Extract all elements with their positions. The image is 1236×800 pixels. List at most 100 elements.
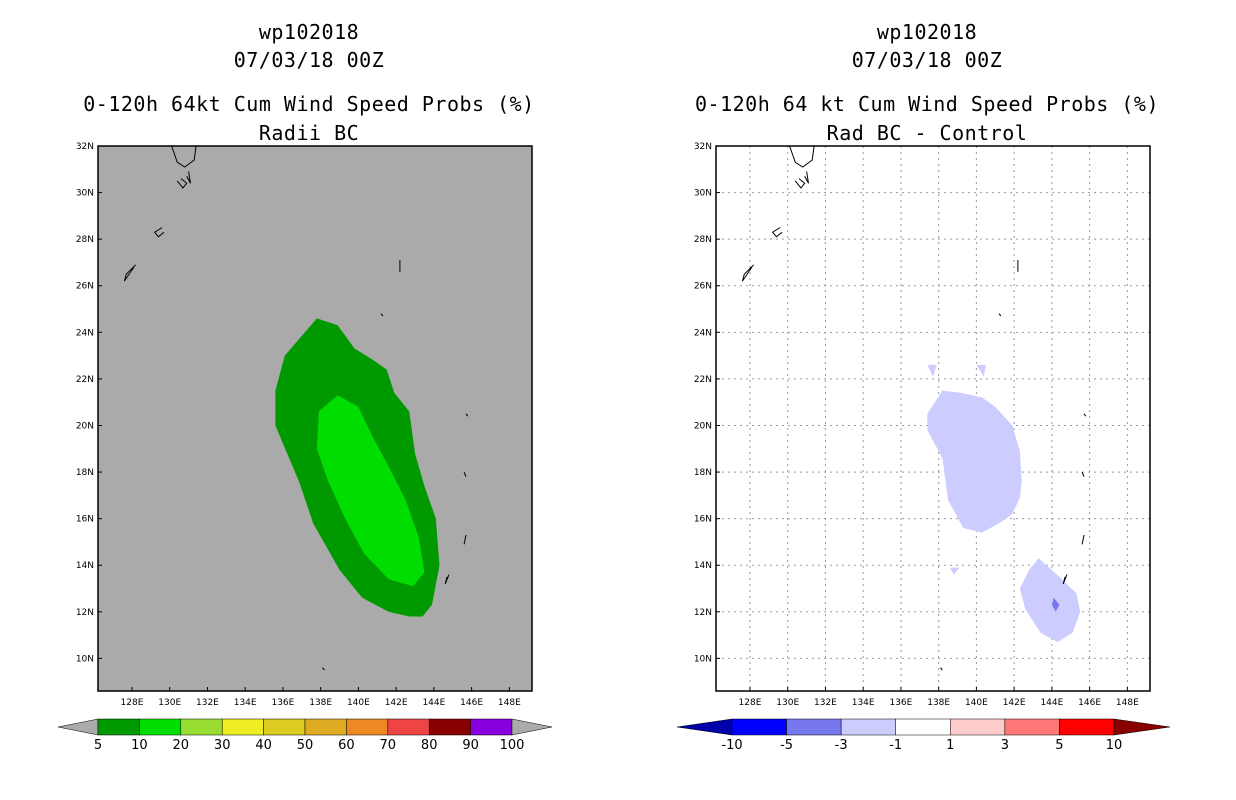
lon-tick-label: 140E (347, 698, 370, 708)
coastline (1081, 534, 1085, 545)
coastline (1083, 413, 1087, 417)
map-frame (715, 145, 1151, 692)
lat-tick-label: 30N (694, 189, 712, 199)
colorbar-arrow-right (1113, 718, 1171, 736)
coastline (322, 667, 325, 671)
colorbar-arrow-left (676, 718, 733, 736)
lon-tick-label: 136E (889, 698, 912, 708)
lat-tick-label: 22N (76, 375, 94, 385)
lon-tick-label: 130E (158, 698, 181, 708)
colorbar-label: 90 (462, 738, 479, 753)
colorbar-swatch (346, 718, 389, 736)
coastline (741, 264, 755, 282)
colorbar-swatch (221, 718, 264, 736)
colorbar-label: 1 (946, 738, 954, 753)
colorbar-arrow-left (57, 718, 99, 736)
colorbar-label: 5 (94, 738, 102, 753)
lat-tick-label: 30N (76, 189, 94, 199)
colorbar-swatch (470, 718, 513, 736)
colorbar-label: 100 (500, 738, 525, 753)
forecast-date: 07/03/18 00Z (851, 48, 1003, 72)
chart-subtitle: Radii BC (258, 121, 360, 145)
lat-tick-label: 18N (76, 468, 94, 478)
lat-tick-label: 26N (694, 282, 712, 292)
chart-title: 0-120h 64kt Cum Wind Speed Probs (%) (83, 92, 535, 116)
contour--3to-1 (927, 364, 937, 377)
lon-tick-label: 138E (927, 698, 950, 708)
lat-tick-label: 12N (76, 608, 94, 618)
coastline (380, 313, 384, 317)
coastline (171, 145, 197, 168)
lat-tick-label: 14N (694, 561, 712, 571)
coastline (771, 227, 783, 238)
colorbar-swatch (263, 718, 306, 736)
lat-tick-label: 24N (76, 328, 94, 338)
contour--3to-1 (927, 390, 1022, 533)
forecast-date: 07/03/18 00Z (233, 48, 385, 72)
lon-tick-label: 146E (460, 698, 483, 708)
colorbar-label: 10 (1106, 738, 1123, 753)
colorbar-swatch (428, 718, 471, 736)
lon-tick-label: 134E (852, 698, 875, 708)
coastline (789, 145, 815, 168)
lat-tick-label: 10N (694, 654, 712, 664)
colorbar-label: -5 (780, 738, 793, 753)
lon-tick-label: 132E (196, 698, 219, 708)
coastline (153, 227, 165, 238)
contour--5to-3 (1051, 597, 1060, 612)
lon-tick-label: 148E (1116, 698, 1139, 708)
lon-tick-label: 130E (776, 698, 799, 708)
lat-tick-label: 16N (76, 515, 94, 525)
lat-tick-label: 14N (76, 561, 94, 571)
map-plot-right: 128E 130E 132E 134E 136E 138E 140E 142E 144E 146E… (676, 142, 1171, 753)
colorbar-swatch (180, 718, 223, 736)
colorbar-arrow-right (511, 718, 553, 736)
coastline (940, 667, 943, 671)
lat-tick-label: 12N (694, 608, 712, 618)
storm-id: wp102018 (876, 20, 978, 44)
storm-id: wp102018 (258, 20, 360, 44)
coastline (1062, 574, 1068, 585)
colorbar-label: 30 (214, 738, 231, 753)
coastline (176, 178, 188, 189)
colorbar-swatch (895, 718, 951, 736)
colorbar-label: -10 (721, 738, 742, 753)
coastline (1081, 471, 1085, 477)
colorbar-swatch (1059, 718, 1115, 736)
lon-tick-label: 128E (121, 698, 144, 708)
colorbar-swatch (786, 718, 842, 736)
chart-panel-radii-bc: wp102018 07/03/18 00Z 0-120h 64kt Cum Wi… (57, 20, 553, 753)
coastline (444, 574, 450, 585)
colorbar-label: 10 (131, 738, 148, 753)
colorbar-swatch (97, 718, 140, 736)
map-plot-left: 128E 130E 132E 134E 136E 138E 140E 142E 144E 146E… (57, 142, 553, 753)
colorbar-label: 70 (380, 738, 397, 753)
colorbar-swatch (731, 718, 787, 736)
coastline (998, 313, 1002, 317)
lat-tick-label: 32N (76, 142, 94, 152)
lon-tick-label: 142E (385, 698, 408, 708)
lat-tick-label: 18N (694, 468, 712, 478)
coastline (463, 534, 467, 545)
lat-tick-label: 28N (694, 235, 712, 245)
colorbar-label: 5 (1055, 738, 1063, 753)
colorbar-swatch (387, 718, 430, 736)
coastline (463, 471, 467, 477)
colorbar-label: 60 (338, 738, 355, 753)
lon-tick-label: 132E (814, 698, 837, 708)
lon-tick-label: 136E (271, 698, 294, 708)
coastline (794, 178, 806, 189)
colorbar-swatch (139, 718, 182, 736)
contour--3to-1 (1019, 558, 1081, 643)
contour--3to-1 (950, 567, 960, 575)
map-frame (97, 145, 533, 692)
lat-tick-label: 10N (76, 654, 94, 664)
contour--3to-1 (976, 364, 986, 377)
contour-10-20 (316, 395, 425, 587)
colorbar-swatch (304, 718, 347, 736)
colorbar-swatch (840, 718, 896, 736)
lat-tick-label: 26N (76, 282, 94, 292)
colorbar-label: 20 (173, 738, 190, 753)
lat-tick-label: 20N (76, 421, 94, 431)
lat-tick-label: 16N (694, 515, 712, 525)
